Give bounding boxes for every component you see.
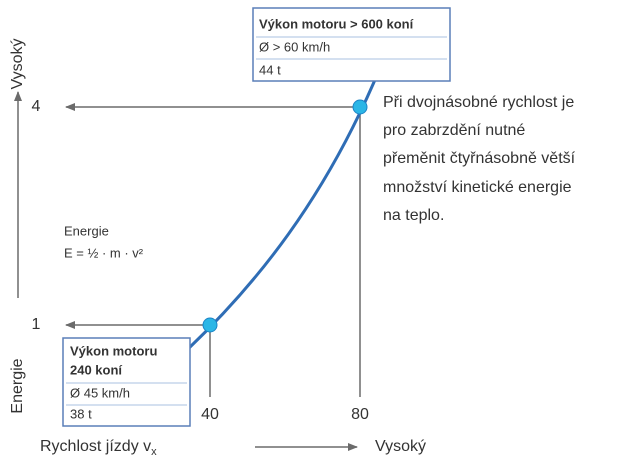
- point: [352, 99, 368, 115]
- note-line: na teplo.: [383, 207, 444, 224]
- box-title: Výkon motoru > 600 koní: [259, 16, 414, 31]
- formula: E = ½ · m · v²: [64, 245, 144, 260]
- info-box: [62, 337, 191, 427]
- note-line: přeměnit čtyřnásobně větší: [383, 150, 576, 167]
- y-axis-top-label: Vysoký: [9, 39, 26, 90]
- info-box: [252, 7, 451, 82]
- box-speed: Ø 45 km/h: [70, 385, 130, 400]
- box-mass: 44 t: [259, 62, 281, 77]
- box-mass: 38 t: [70, 406, 92, 421]
- box-title: 240 koní: [70, 362, 122, 377]
- note-line: Při dvojnásobné rychlost je: [383, 94, 574, 111]
- y-tick-label: 1: [32, 316, 41, 333]
- note-line: množství kinetické energie: [383, 179, 572, 196]
- x-tick-label: 80: [351, 406, 369, 423]
- note-line: pro zabrzdění nutné: [383, 122, 525, 139]
- x-axis-label-sub: x: [151, 446, 157, 458]
- formula-title: Energie: [64, 223, 109, 238]
- x-tick-label: 40: [201, 406, 219, 423]
- x-axis-right-label: Vysoký: [375, 438, 426, 455]
- x-axis-label-text: Rychlost jízdy v: [40, 438, 151, 455]
- y-tick-label: 4: [32, 98, 41, 115]
- energy-curve: [186, 67, 382, 351]
- box-speed: Ø > 60 km/h: [259, 39, 330, 54]
- y-axis-bottom-label: Energie: [9, 358, 26, 413]
- point: [202, 317, 218, 333]
- x-axis-label: Rychlost jízdy vx: [40, 438, 157, 458]
- box-title: Výkon motoru: [70, 343, 157, 358]
